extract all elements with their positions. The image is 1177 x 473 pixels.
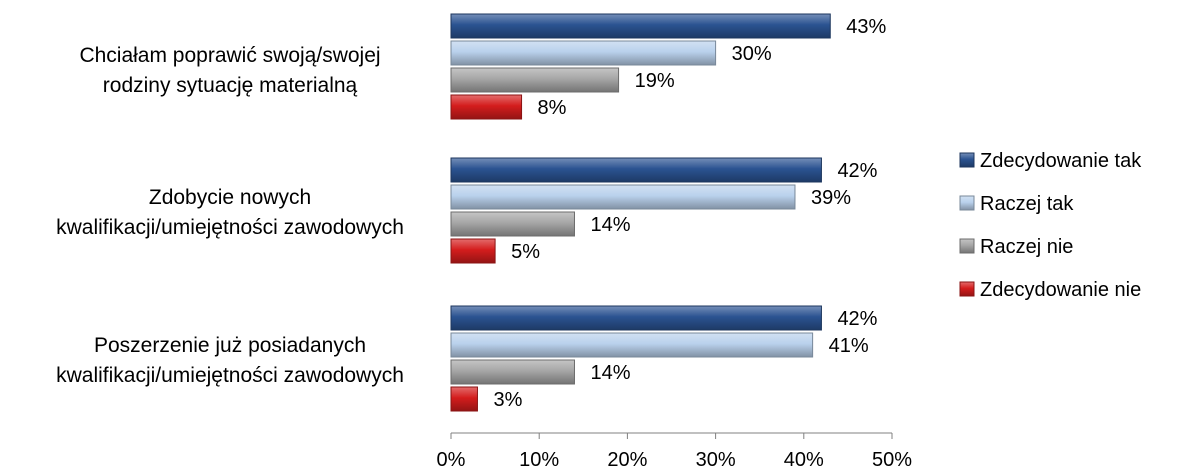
data-label: 5% <box>511 241 540 263</box>
category-label: Poszerzenie już posiadanych kwalifikacji/… <box>56 334 404 387</box>
x-tick-label: 40% <box>784 449 824 471</box>
bar-zdecydowanie-nie-3 <box>450 386 478 412</box>
legend-swatch-raczej-tak <box>959 195 975 211</box>
data-label: 30% <box>732 43 772 65</box>
x-tick-label: 10% <box>519 449 559 471</box>
legend-swatch-zdecydowanie-nie <box>959 281 975 297</box>
bar-raczej-tak-2 <box>450 184 796 210</box>
legend-label-zdecydowanie-nie: Zdecydowanie nie <box>980 279 1141 301</box>
legend-label-raczej-nie: Raczej nie <box>980 236 1073 258</box>
x-tick-label: 20% <box>607 449 647 471</box>
legend-label-zdecydowanie-tak: Zdecydowanie tak <box>980 150 1142 172</box>
legend: Zdecydowanie tak Raczej tak Raczej nie Zdec… <box>959 150 1142 301</box>
data-label: 3% <box>493 389 522 411</box>
data-label: 43% <box>846 16 886 38</box>
x-axis: 0% 10% 20% 30% 40% 50% <box>437 432 912 471</box>
bar-raczej-nie-3 <box>450 359 575 385</box>
legend-label-raczej-tak: Raczej tak <box>980 193 1074 215</box>
bar-zdecydowanie-tak-1 <box>450 13 831 39</box>
bar-raczej-nie-2 <box>450 211 575 237</box>
bar-raczej-tak-3 <box>450 332 814 358</box>
bars-layer: 43% 30% 19% 8% 42% 39% 14% 5% 42% 41% 14% 3% <box>450 13 887 412</box>
x-tick-label: 50% <box>872 449 912 471</box>
legend-swatch-raczej-nie <box>959 238 975 254</box>
data-label: 42% <box>837 160 877 182</box>
bar-zdecydowanie-nie-2 <box>450 238 496 264</box>
data-label: 42% <box>837 308 877 330</box>
data-label: 19% <box>635 70 675 92</box>
bar-zdecydowanie-tak-2 <box>450 157 822 183</box>
x-tick-label: 0% <box>437 449 466 471</box>
data-label: 14% <box>590 362 630 384</box>
bar-zdecydowanie-nie-1 <box>450 94 523 120</box>
bar-raczej-tak-1 <box>450 40 717 66</box>
category-label: Zdobycie nowych kwalifikacji/umiejętności… <box>56 186 404 239</box>
bar-raczej-nie-1 <box>450 67 620 93</box>
data-label: 39% <box>811 187 851 209</box>
x-tick-label: 30% <box>696 449 736 471</box>
category-labels: Chciałam poprawić swoją/swojej rodziny sy… <box>56 44 404 387</box>
bar-zdecydowanie-tak-3 <box>450 305 822 331</box>
data-label: 8% <box>538 97 567 119</box>
legend-swatch-zdecydowanie-tak <box>959 152 975 168</box>
category-label: Chciałam poprawić swoją/swojej rodziny sy… <box>79 44 380 97</box>
data-label: 41% <box>829 335 869 357</box>
data-label: 14% <box>590 214 630 236</box>
